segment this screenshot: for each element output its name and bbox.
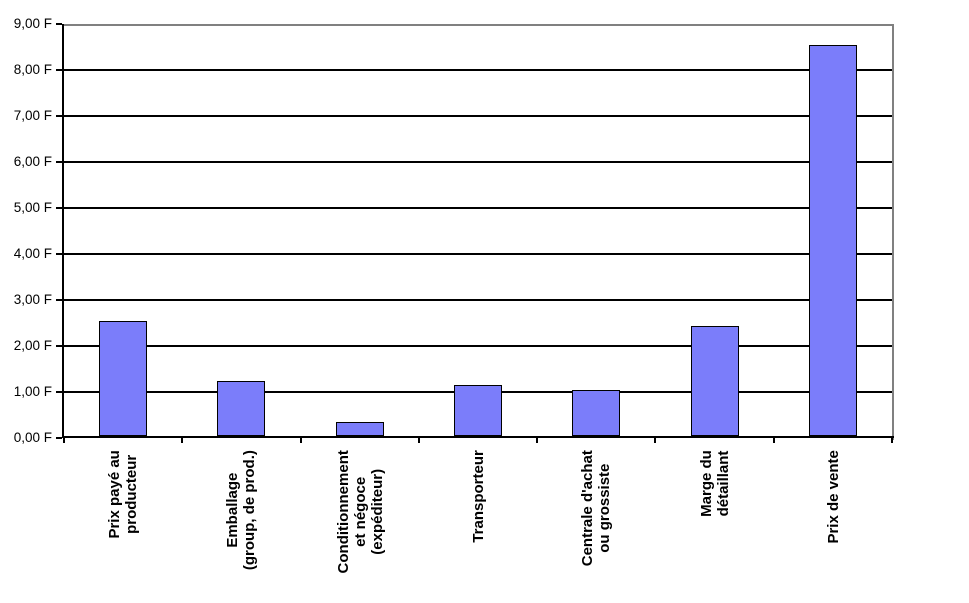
x-tick (63, 436, 65, 443)
x-tick (181, 436, 184, 443)
bar-3 (335, 422, 384, 436)
y-tick (56, 391, 62, 393)
x-tick (299, 436, 302, 443)
y-tick-label: 3,00 F (13, 292, 52, 307)
category-label-text: Prix de vente (824, 450, 842, 544)
y-tick-label: 8,00 F (13, 62, 52, 77)
bar-2 (217, 381, 266, 436)
y-tick-label: 6,00 F (13, 154, 52, 169)
gridline (64, 69, 892, 71)
category-label-text: Marge du détaillant (697, 450, 732, 517)
y-tick (56, 345, 62, 347)
y-axis (62, 24, 64, 438)
y-tick-label: 4,00 F (13, 246, 52, 261)
gridline (64, 207, 892, 209)
gridline (64, 299, 892, 301)
x-tick (654, 436, 657, 443)
category-label: Centrale d'achat ou grossiste (537, 450, 655, 600)
y-tick (56, 23, 62, 25)
y-tick-label: 2,00 F (13, 338, 52, 353)
x-tick (772, 436, 775, 443)
category-label: Marge du détaillant (655, 450, 773, 600)
category-label-text: Conditionnement et négoce (expéditeur) (334, 450, 386, 574)
plot-border-right (892, 24, 894, 440)
x-axis (62, 436, 894, 438)
bar-5 (572, 390, 621, 436)
x-tick (536, 436, 539, 443)
y-tick (56, 207, 62, 209)
category-label: Conditionnement et négoce (expéditeur) (301, 450, 419, 600)
y-tick-label: 7,00 F (13, 108, 52, 123)
bar-7 (808, 45, 857, 436)
bar-4 (454, 385, 502, 436)
category-label: Transporteur (419, 450, 537, 600)
y-tick-label: 5,00 F (13, 200, 52, 215)
x-tick (417, 436, 420, 443)
y-tick (56, 253, 62, 255)
gridline (64, 253, 892, 255)
y-tick (56, 299, 62, 301)
gridline (64, 161, 892, 163)
plot-border-top (64, 24, 894, 26)
x-tick (891, 436, 893, 443)
category-label-text: Prix payé au producteur (106, 450, 141, 539)
category-label-text: Emballage (group, de prod.) (224, 450, 259, 571)
y-tick (56, 115, 62, 117)
y-tick-label: 9,00 F (13, 16, 52, 31)
y-tick-label: 0,00 F (13, 430, 52, 445)
category-label: Prix de vente (774, 450, 892, 600)
category-label: Prix payé au producteur (64, 450, 182, 600)
category-label: Emballage (group, de prod.) (182, 450, 300, 600)
bar-6 (690, 326, 739, 436)
category-label-text: Transporteur (469, 450, 487, 543)
y-tick (56, 161, 62, 163)
gridline (64, 115, 892, 117)
y-tick (56, 69, 62, 71)
category-label-text: Centrale d'achat ou grossiste (579, 450, 614, 567)
gridline (64, 345, 892, 347)
y-tick (56, 437, 62, 439)
y-tick-label: 1,00 F (13, 384, 52, 399)
bar-1 (99, 321, 148, 436)
